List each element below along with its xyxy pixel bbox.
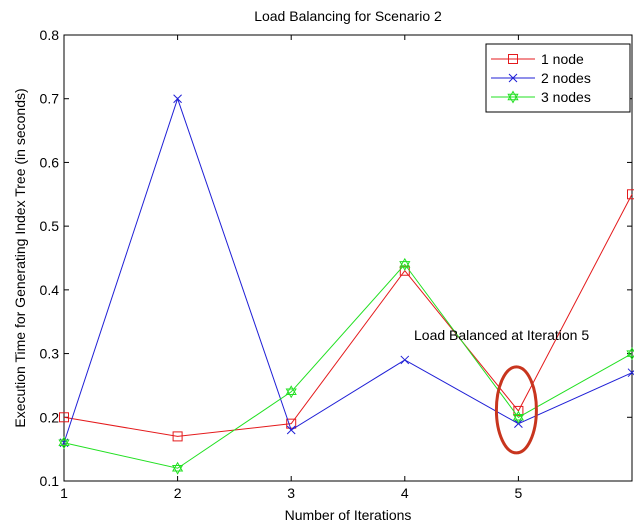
- data-point: [58, 436, 70, 450]
- data-point: [627, 368, 634, 378]
- data-point: [399, 257, 411, 271]
- legend-marker-1: [508, 54, 518, 64]
- y-tick-label: 0.5: [40, 218, 60, 234]
- data-point: [59, 412, 69, 423]
- annotation-label: Load Balanced at Iteration 5: [414, 327, 589, 343]
- x-tick-label: 4: [401, 485, 409, 501]
- data-point: [173, 94, 182, 104]
- y-tick-label: 0.8: [40, 27, 60, 43]
- y-tick-label: 0.3: [40, 346, 60, 362]
- legend: 1 node 2 nodes 3 nodes: [485, 43, 631, 113]
- x-tick-label: 3: [287, 485, 295, 501]
- data-point: [286, 418, 297, 429]
- legend-label-2: 2 nodes: [541, 70, 591, 86]
- legend-label-3: 3 nodes: [541, 89, 591, 105]
- y-axis-label: Execution Time for Generating Index Tree…: [12, 88, 28, 427]
- y-tick-label: 0.2: [40, 409, 60, 425]
- data-point: [171, 461, 184, 475]
- data-point: [285, 385, 297, 399]
- data-point: [172, 431, 183, 442]
- y-tick-label: 0.7: [40, 91, 60, 107]
- legend-marker-3: [507, 90, 519, 104]
- series-line-1: [63, 194, 633, 437]
- data-point: [512, 410, 525, 424]
- x-tick-label: 2: [174, 485, 182, 501]
- annotation-ellipse: [494, 365, 538, 455]
- data-point: [286, 425, 296, 435]
- y-tick-label: 0.1: [40, 473, 60, 489]
- data-point: [400, 355, 410, 365]
- data-point: [627, 189, 634, 200]
- x-tick-label: 5: [515, 485, 523, 501]
- legend-marker-2: [508, 73, 518, 83]
- y-tick-label: 0.4: [40, 282, 60, 298]
- legend-label-1: 1 node: [541, 51, 584, 67]
- x-axis-label: Number of Iterations: [285, 507, 412, 523]
- x-tick-label: 1: [60, 485, 68, 501]
- y-tick-label: 0.6: [40, 154, 60, 170]
- chart-title: Load Balancing for Scenario 2: [254, 8, 442, 24]
- data-point: [626, 347, 634, 361]
